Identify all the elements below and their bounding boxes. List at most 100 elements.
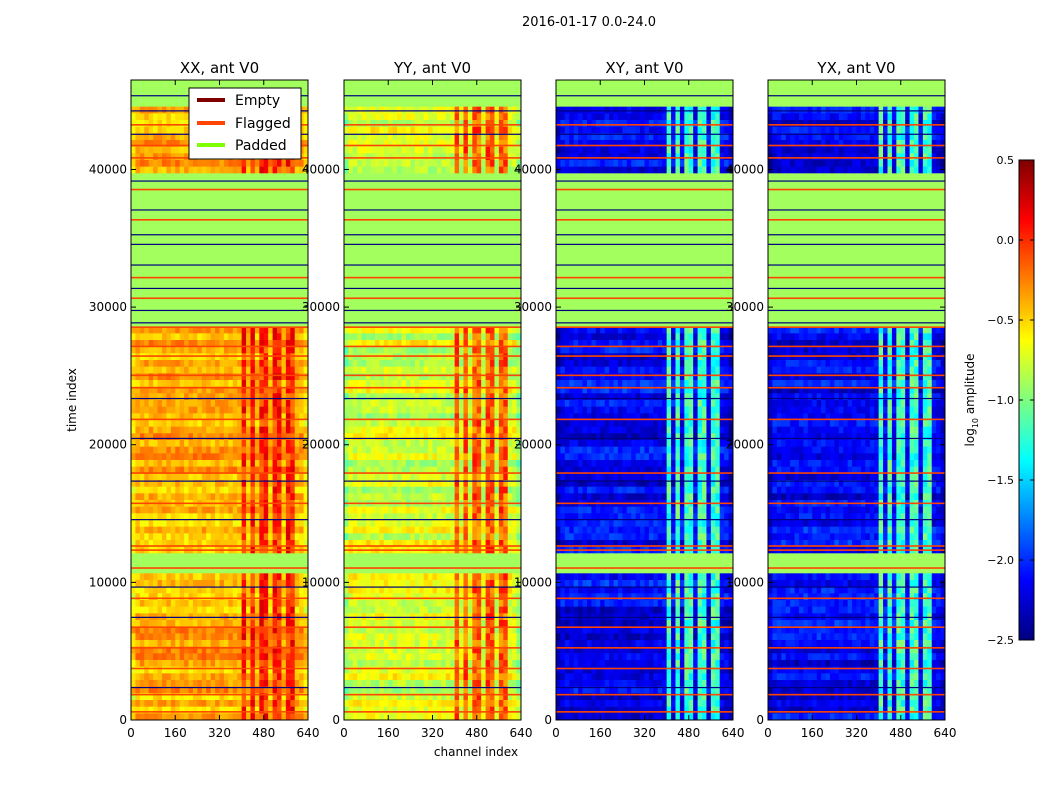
heatmap-cell — [397, 106, 403, 114]
heatmap-cell — [254, 446, 260, 454]
heatmap-cell — [490, 106, 495, 114]
heatmap-cell — [379, 180, 385, 188]
heatmap-cell — [272, 606, 278, 614]
heatmap-cell — [232, 260, 238, 268]
heatmap-cell — [277, 540, 282, 548]
heatmap-cell — [210, 200, 216, 208]
heatmap-cell — [232, 246, 238, 254]
heatmap-cell — [299, 633, 305, 641]
heatmap-cell — [299, 166, 305, 174]
heatmap-cell — [237, 373, 243, 381]
heatmap-cell — [410, 166, 416, 174]
heatmap-cell — [507, 240, 513, 248]
heatmap-cell — [290, 493, 296, 501]
heatmap-cell — [254, 420, 260, 428]
heatmap-cell — [135, 426, 141, 434]
heatmap-cell — [197, 533, 203, 541]
heatmap-cell — [215, 346, 220, 354]
heatmap-cell — [348, 200, 354, 208]
heatmap-cell — [259, 193, 265, 201]
heatmap-cell — [268, 486, 274, 494]
heatmap-cell — [494, 153, 500, 161]
heatmap-cell — [352, 106, 358, 114]
heatmap-cell — [219, 293, 225, 301]
heatmap-cell — [223, 200, 229, 208]
heatmap-cell — [374, 253, 380, 261]
heatmap-cell — [197, 180, 203, 188]
heatmap-cell — [153, 460, 159, 468]
heatmap-cell — [228, 393, 234, 401]
heatmap-cell — [450, 126, 456, 134]
heatmap-cell — [450, 153, 456, 161]
heatmap-cell — [392, 100, 398, 108]
heatmap-cell — [215, 220, 220, 228]
heatmap-cell — [268, 300, 274, 308]
heatmap-cell — [268, 393, 274, 401]
heatmap-cell — [272, 466, 278, 474]
heatmap-cell — [263, 233, 269, 241]
heatmap-cell — [139, 420, 145, 428]
heatmap-cell — [175, 333, 181, 341]
heatmap-cell — [175, 300, 181, 308]
heatmap-cell — [277, 313, 282, 321]
heatmap-cell — [250, 166, 256, 174]
heatmap-cell — [153, 600, 159, 608]
heatmap-cell — [299, 360, 305, 368]
heatmap-cell — [144, 640, 150, 648]
heatmap-cell — [503, 240, 509, 248]
heatmap-cell — [299, 346, 305, 354]
heatmap-cell — [219, 426, 225, 434]
heatmap-cell — [219, 253, 225, 261]
heatmap-cell — [215, 253, 220, 261]
heatmap-cell — [157, 693, 163, 701]
heatmap-cell — [184, 686, 190, 694]
heatmap-cell — [223, 413, 229, 421]
heatmap-cell — [237, 360, 243, 368]
heatmap-cell — [175, 606, 181, 614]
heatmap-cell — [414, 193, 420, 201]
heatmap-cell — [188, 193, 194, 201]
heatmap-cell — [419, 233, 425, 241]
heatmap-cell — [192, 453, 198, 461]
heatmap-cell — [223, 80, 229, 88]
heatmap-cell — [467, 220, 473, 228]
heatmap-cell — [170, 233, 176, 241]
heatmap-cell — [476, 126, 482, 134]
heatmap-cell — [405, 220, 411, 228]
heatmap-cell — [405, 100, 411, 108]
heatmap-cell — [166, 260, 172, 268]
heatmap-cell — [516, 140, 522, 148]
heatmap-cell — [250, 540, 256, 548]
heatmap-cell — [419, 100, 425, 108]
heatmap-cell — [241, 286, 247, 294]
heatmap-cell — [192, 260, 198, 268]
heatmap-cell — [277, 520, 282, 528]
heatmap-cell — [379, 140, 385, 148]
heatmap-cell — [179, 300, 185, 308]
heatmap-cell — [490, 200, 495, 208]
heatmap-cell — [459, 120, 464, 128]
heatmap-cell — [232, 566, 238, 574]
heatmap-cell — [285, 200, 291, 208]
heatmap-cell — [197, 586, 203, 594]
heatmap-cell — [206, 493, 212, 501]
heatmap-cell — [192, 173, 198, 181]
heatmap-cell — [228, 540, 234, 548]
heatmap-cell — [215, 713, 220, 721]
heatmap-cell — [228, 700, 234, 708]
heatmap-cell — [139, 380, 145, 388]
heatmap-cell — [148, 180, 154, 188]
heatmap-cell — [148, 360, 154, 368]
heatmap-cell — [272, 266, 278, 274]
heatmap-cell — [494, 86, 500, 94]
heatmap-cell — [285, 266, 291, 274]
heatmap-cell — [285, 440, 291, 448]
heatmap-cell — [294, 460, 300, 468]
heatmap-cell — [144, 226, 150, 234]
heatmap-cell — [237, 233, 243, 241]
heatmap-cell — [299, 246, 305, 254]
heatmap-cell — [254, 460, 260, 468]
heatmap-cell — [250, 346, 256, 354]
heatmap-cell — [219, 466, 225, 474]
heatmap-cell — [272, 693, 278, 701]
